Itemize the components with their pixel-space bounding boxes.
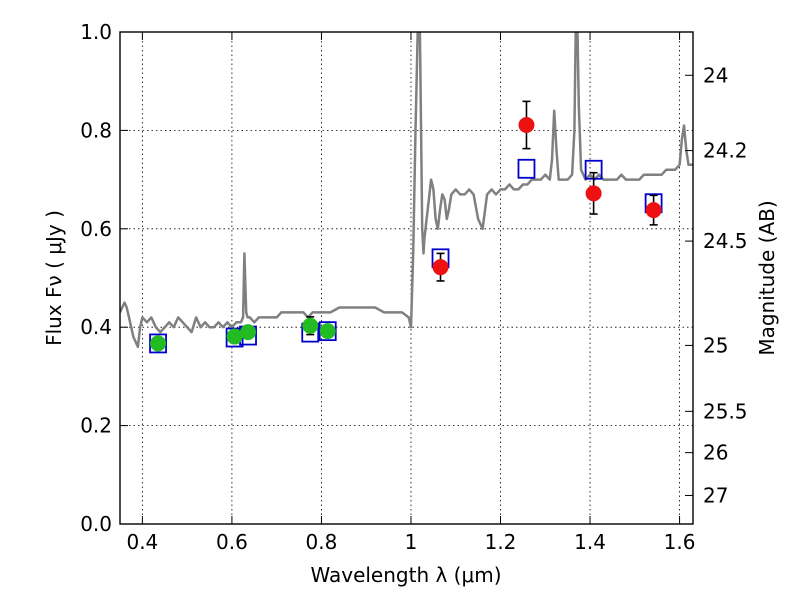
right-axis-label: Magnitude (AB) <box>755 200 779 355</box>
right-tick-label: 25.5 <box>703 399 748 423</box>
photometry-point <box>432 259 449 276</box>
photometry-point <box>319 323 336 340</box>
right-tick-label: 24.2 <box>703 139 748 163</box>
axis-ticks: 0.4 0.6 0.8 1 1.2 1.4 1.6 0.0 0.2 0.4 0.6 0.8 1.0 24 2… <box>80 20 747 554</box>
right-tick-label: 27 <box>703 483 728 507</box>
photometry-point <box>585 185 602 202</box>
photometry-point <box>302 317 319 334</box>
x-tick-label: 1.2 <box>485 530 517 554</box>
y-tick-label: 0.6 <box>80 217 112 241</box>
plot-frame <box>119 31 694 525</box>
x-tick-label: 0.6 <box>216 530 248 554</box>
photometry-point <box>150 335 167 352</box>
data-series <box>120 32 693 354</box>
photometry-point <box>518 116 535 133</box>
photometry-point <box>645 202 662 219</box>
y-tick-label: 0.0 <box>80 512 112 536</box>
y-axis-label: Flux Fν ( μJy ) <box>42 210 66 346</box>
model-square-marker <box>517 158 536 179</box>
x-tick-label: 1 <box>405 530 418 554</box>
right-tick-label: 24.5 <box>703 229 748 253</box>
right-tick-label: 25 <box>703 333 728 357</box>
right-tick-label: 26 <box>703 441 728 465</box>
x-axis-label: Wavelength λ (μm) <box>310 563 501 587</box>
x-tick-label: 0.4 <box>126 530 158 554</box>
y-tick-label: 0.4 <box>80 315 112 339</box>
y-tick-label: 0.8 <box>80 118 112 142</box>
y-tick-label: 0.2 <box>80 414 112 438</box>
y-tick-label: 1.0 <box>80 20 112 44</box>
x-tick-label: 1.4 <box>574 530 606 554</box>
photometry-point <box>240 324 257 341</box>
x-tick-label: 0.8 <box>306 530 338 554</box>
right-tick-label: 24 <box>703 63 728 87</box>
x-tick-label: 1.6 <box>664 530 696 554</box>
photometry-point <box>226 328 243 345</box>
